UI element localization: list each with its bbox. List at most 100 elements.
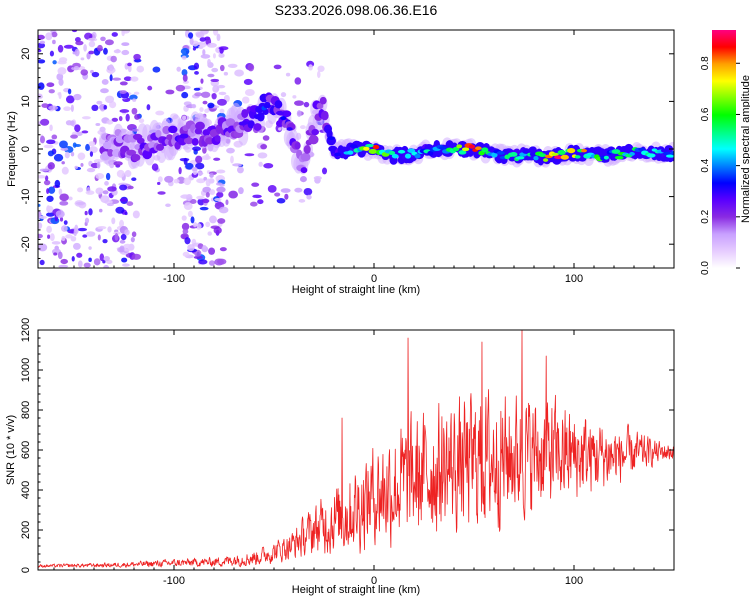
spectrogram-cell — [39, 259, 45, 266]
spectrogram-cell — [194, 92, 203, 97]
spectrogram-cell — [252, 194, 262, 199]
spectrogram-cell — [127, 64, 132, 73]
snr-x-tick-label: -100 — [163, 575, 185, 587]
spectrogram-cell — [217, 84, 226, 89]
spectrogram-cell — [59, 140, 68, 149]
spectrogram-cell — [88, 40, 96, 48]
spectrogram-cell — [49, 50, 54, 57]
snr-y-tick-label: 400 — [20, 481, 32, 499]
spectrogram-cell — [274, 192, 281, 197]
spectrogram-cell — [509, 152, 518, 157]
spectrogram-cell — [106, 203, 114, 207]
spectrogram-cell — [75, 201, 86, 205]
spectrogram-cell — [131, 177, 137, 182]
spectrogram-cell — [365, 143, 374, 148]
spectrogram-cell — [181, 69, 188, 76]
spectrogram-cell — [72, 242, 81, 250]
spectrogram-cell — [101, 78, 109, 85]
colorbar-tick-label: 0.8 — [700, 56, 711, 70]
spectrogram-cell — [180, 48, 190, 55]
spectrogram-cell — [388, 150, 396, 156]
spectrogram-cell — [238, 187, 244, 195]
spectrogram-x-label: Height of straight line (km) — [292, 284, 420, 296]
spectrogram-cell — [73, 93, 82, 101]
spectrogram-cell — [284, 193, 289, 200]
spectrogram-cell — [241, 108, 249, 119]
spectrogram-cell — [114, 233, 119, 241]
spectrogram-cell — [97, 234, 101, 241]
spectrogram-cell — [276, 110, 284, 116]
spectrogram-cell — [316, 102, 324, 109]
spectrogram-cell — [204, 108, 210, 113]
spectrogram-cell — [317, 70, 321, 79]
spectrogram-cell — [165, 89, 175, 95]
spectrogram-cell — [363, 146, 370, 151]
spectrogram-cell — [57, 44, 64, 53]
spectrogram-cell — [46, 205, 54, 213]
colorbar-tick-label: 0.0 — [700, 261, 711, 275]
spectrogram-cell — [127, 62, 132, 67]
spectrogram-cell — [214, 198, 222, 202]
spectrogram-cell — [44, 175, 49, 181]
spectrogram-cell — [126, 201, 134, 206]
spectrogram-cell — [210, 78, 220, 83]
spectrogram-cell — [111, 32, 118, 37]
spectrogram-cell — [214, 135, 221, 143]
spectrogram-cell — [61, 166, 69, 175]
snr-y-tick-label: 200 — [20, 521, 32, 539]
spectrogram-cell — [557, 150, 566, 156]
spectrogram-cell — [181, 222, 190, 231]
spectrogram-cell — [199, 107, 204, 112]
spectrogram-cell — [133, 91, 140, 95]
spectrogram-cell — [191, 103, 197, 109]
spectrogram-cell — [65, 95, 75, 104]
spectrogram-cell — [281, 110, 292, 118]
spectrogram-cell — [212, 53, 216, 59]
spectrogram-cell — [88, 208, 93, 216]
spectrogram-cell — [280, 188, 291, 193]
spectrogram-cell — [111, 217, 116, 225]
spectrogram-cell — [125, 113, 130, 122]
snr-x-label: Height of straight line (km) — [292, 584, 420, 596]
spectrogram-cell — [47, 162, 55, 170]
spectrogram-cell — [77, 187, 84, 193]
spectrogram-cell — [274, 100, 283, 109]
spectrogram-cell — [68, 196, 73, 201]
spectrogram-cell — [124, 170, 132, 178]
spectrogram-cell — [100, 36, 106, 42]
spectrogram-cell — [136, 137, 145, 144]
spectrogram-cell — [74, 165, 79, 169]
spectrogram-cell — [47, 150, 54, 157]
spectrogram-cell — [124, 211, 128, 216]
spectrogram-cell — [646, 153, 656, 158]
spectrogram-cell — [241, 96, 250, 104]
spectrogram-cell — [560, 154, 569, 160]
spectrogram-cell — [53, 252, 58, 256]
spectrogram-cell — [132, 210, 140, 219]
spectrogram-cell — [208, 260, 216, 266]
spectrogram-cell — [74, 48, 80, 57]
spectrogram-cell — [45, 32, 53, 41]
spectrogram-cell — [48, 89, 55, 94]
spectrogram-cell — [105, 95, 115, 104]
spectrogram-cell — [603, 155, 609, 160]
spectrogram-cell — [181, 215, 187, 221]
spectrogram-cell — [51, 134, 58, 140]
spectrogram-cell — [119, 109, 130, 113]
spectrogram-cell — [49, 124, 53, 132]
spectrogram-cell — [126, 149, 137, 156]
spectrogram-cell — [321, 167, 328, 175]
spectrogram-cell — [98, 208, 103, 213]
spectrogram-cell — [218, 46, 229, 51]
spectrogram-cell — [65, 120, 73, 126]
spectrogram-cell — [294, 100, 304, 106]
spectrogram-cell — [219, 108, 225, 114]
spectrogram-cell — [173, 178, 180, 184]
spectrogram-cell — [118, 115, 123, 122]
spectrogram-cell — [529, 152, 536, 157]
spectrogram-cell — [225, 118, 236, 127]
spectrogram-cell — [192, 47, 196, 51]
spectrogram-cell — [247, 63, 255, 72]
